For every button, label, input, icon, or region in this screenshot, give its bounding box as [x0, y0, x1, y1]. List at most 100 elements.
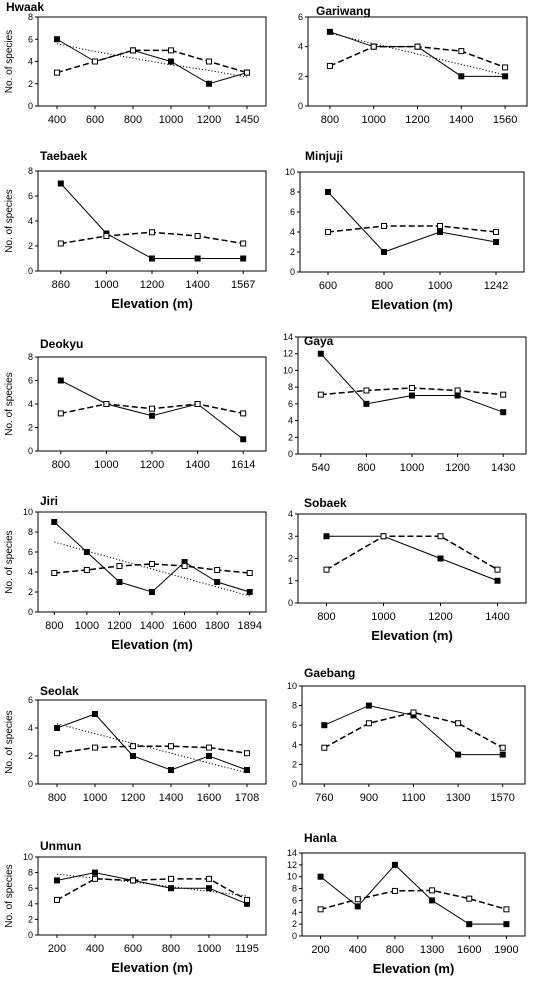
x-axis-label: Elevation (m)	[371, 297, 453, 312]
y-tick-label: 2	[28, 423, 33, 433]
panel-hwaak: Hwaak 0 2 4 6 8 400 600 800 1000 1200 1450 No. of sp…	[4, 0, 267, 126]
data-point-filled	[206, 80, 212, 87]
panel-title: Hwaak	[6, 0, 44, 14]
data-point-open	[502, 64, 509, 71]
y-tick-label: 14	[287, 848, 297, 858]
y-tick-label: 6	[292, 895, 297, 905]
y-tick-label: 4	[28, 723, 33, 733]
panel-title: Unmun	[40, 839, 81, 853]
x-tick-label: 1300	[446, 792, 470, 804]
data-point-open	[168, 875, 174, 882]
data-point-filled	[92, 711, 98, 717]
x-tick-label: 1400	[449, 114, 473, 126]
data-point-open	[194, 401, 201, 407]
data-point-open	[409, 384, 415, 391]
series-line-solid	[327, 191, 497, 253]
data-point-filled	[317, 350, 324, 357]
panel-title: Gaebang	[304, 666, 355, 680]
x-tick-label: 800	[48, 792, 66, 804]
y-tick-label: 0	[28, 446, 33, 456]
series-line-dashed	[56, 878, 248, 901]
y-tick-label: 4	[28, 399, 33, 409]
y-axis-label: No. of species	[4, 30, 15, 93]
data-point-open	[323, 566, 330, 573]
y-tick-label: 14	[283, 332, 293, 342]
data-point-filled	[57, 180, 64, 187]
data-point-open	[370, 43, 377, 50]
data-point-open	[92, 744, 98, 751]
data-point-filled	[83, 549, 90, 555]
data-point-filled	[116, 579, 123, 585]
x-tick-label: 1200	[428, 611, 452, 623]
data-point-open	[244, 750, 250, 757]
x-tick-label: 1000	[197, 943, 221, 955]
x-tick-label: 1430	[491, 462, 515, 474]
data-point-filled	[502, 73, 509, 80]
data-point-filled	[57, 377, 64, 384]
y-tick-label: 2	[288, 432, 293, 442]
data-point-filled	[240, 436, 247, 443]
y-tick-label: 6	[28, 547, 33, 557]
y-tick-label: 0	[28, 101, 33, 111]
x-tick-label: 1400	[185, 279, 209, 291]
x-tick-label: 400	[86, 943, 104, 955]
data-point-filled	[429, 897, 436, 904]
x-tick-label: 1570	[490, 792, 514, 804]
y-tick-label: 10	[287, 681, 297, 691]
y-tick-label: 6	[288, 399, 293, 409]
data-point-open	[116, 563, 123, 569]
y-tick-label: 4	[28, 57, 33, 67]
x-tick-label: 1000	[94, 279, 118, 291]
data-point-open	[354, 896, 361, 903]
x-tick-label: 600	[124, 943, 142, 955]
data-point-open	[206, 58, 212, 65]
data-point-open	[194, 233, 201, 239]
y-tick-label: 8	[28, 352, 33, 362]
y-tick-label: 2	[28, 79, 33, 89]
x-tick-label: 1300	[420, 944, 444, 956]
x-tick-label: 1000	[159, 114, 183, 126]
trend-line	[56, 723, 248, 774]
x-tick-label: 1242	[484, 280, 508, 292]
data-point-open	[149, 561, 155, 567]
trend-line	[329, 32, 506, 76]
x-tick-label: 1560	[493, 114, 517, 126]
y-tick-label: 12	[287, 860, 297, 870]
series-line-solid	[326, 535, 498, 582]
data-point-open	[57, 240, 64, 247]
panel-title: Minjuji	[305, 149, 343, 163]
series-line-solid	[56, 713, 248, 771]
data-point-open	[321, 744, 328, 751]
data-point-filled	[381, 249, 387, 255]
y-tick-label: 0	[292, 931, 297, 941]
data-point-filled	[246, 589, 253, 595]
data-point-open	[206, 875, 212, 882]
y-tick-label: 8	[290, 187, 295, 197]
data-point-open	[92, 58, 98, 65]
x-tick-label: 1200	[445, 462, 469, 474]
panel-deokyu: Deokyu 0 2 4 6 8 800 1000 1200 1400 1614 No. of spe…	[4, 337, 267, 471]
data-point-open	[499, 744, 506, 751]
y-tick-label: 0	[288, 598, 293, 608]
x-tick-label: 800	[357, 462, 375, 474]
x-tick-label: 1400	[140, 620, 164, 632]
panel-title: Jiri	[40, 494, 58, 508]
data-point-open	[380, 533, 387, 540]
y-tick-label: 4	[292, 740, 297, 750]
trend-line	[56, 873, 248, 897]
y-tick-label: 2	[28, 914, 33, 924]
data-point-filled	[168, 885, 174, 892]
x-tick-label: 200	[48, 943, 66, 955]
y-tick-label: 6	[28, 695, 33, 705]
data-point-filled	[149, 255, 155, 262]
data-point-open	[458, 48, 465, 55]
x-tick-label: 1000	[94, 459, 118, 471]
trend-line	[56, 43, 248, 78]
y-tick-label: 4	[292, 907, 297, 917]
x-tick-label: 1450	[235, 114, 259, 126]
y-tick-label: 4	[28, 567, 33, 577]
x-tick-label: 1200	[140, 279, 164, 291]
data-point-open	[130, 743, 136, 750]
panel-minjuji: Minjuji 0 2 4 6 8 10 600 800 1000 1242 Elevation (m…	[285, 149, 525, 312]
data-point-filled	[503, 921, 510, 928]
